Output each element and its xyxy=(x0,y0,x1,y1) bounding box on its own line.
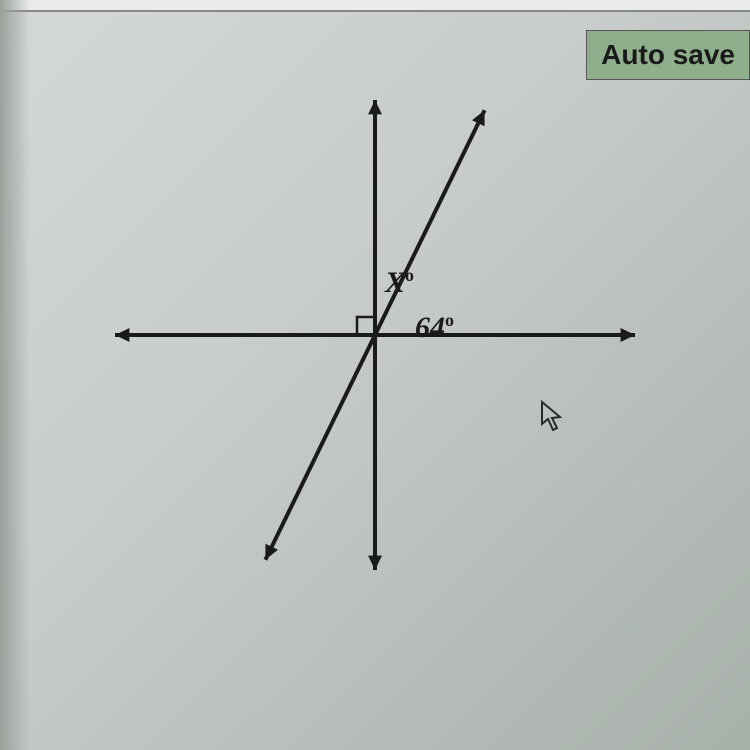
screen-left-shadow xyxy=(0,0,30,750)
window-top-border xyxy=(0,0,750,12)
angle-diagram: Xo 64o xyxy=(100,60,650,610)
diagram-svg xyxy=(100,60,650,610)
angle-label-64: 64o xyxy=(415,310,454,345)
mouse-cursor-icon xyxy=(540,400,568,434)
angle-label-x: Xo xyxy=(385,265,414,300)
